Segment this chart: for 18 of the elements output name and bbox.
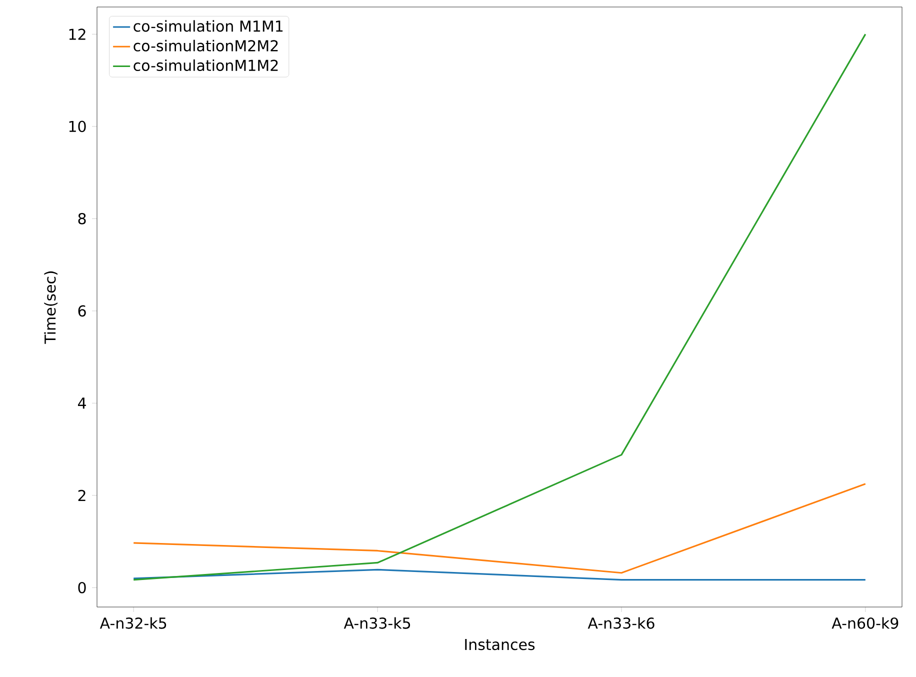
x-tick-label: A-n60-k9: [832, 617, 898, 629]
y-tick-label: 2: [78, 490, 86, 501]
x-tick-label: A-n33-k6: [588, 617, 654, 629]
line-series: [132, 483, 866, 574]
y-tick-label: 6: [78, 305, 86, 317]
legend-label: co-simulation M1M1: [134, 20, 283, 32]
legend-label: co-simulationM2M2: [134, 40, 278, 52]
x-tick-label: A-n32-k5: [100, 617, 166, 629]
x-axis-title: Instances: [465, 639, 535, 650]
y-tick-label: 12: [69, 28, 86, 40]
y-tick-label: 8: [78, 212, 86, 224]
line-series: [132, 33, 866, 581]
legend-label: co-simulationM1M2: [134, 59, 278, 72]
y-tick-label: 0: [78, 582, 86, 594]
y-axis-title: Time(sec): [44, 271, 58, 344]
y-tick-label: 10: [69, 120, 86, 132]
x-tick-label: A-n33-k5: [344, 617, 410, 629]
y-tick-label: 4: [78, 398, 86, 409]
